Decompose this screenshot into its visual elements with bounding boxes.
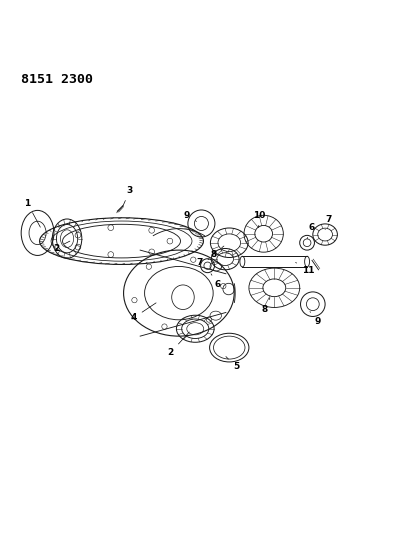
Text: 3: 3: [122, 186, 133, 207]
Text: 8: 8: [210, 246, 224, 259]
Text: 11: 11: [296, 262, 314, 275]
Text: 6: 6: [211, 274, 221, 289]
Text: 2: 2: [168, 332, 189, 357]
Text: 4: 4: [131, 303, 156, 322]
Text: 7: 7: [325, 215, 332, 230]
Text: 5: 5: [226, 357, 239, 372]
Text: 9: 9: [310, 312, 321, 326]
Text: 9: 9: [184, 211, 196, 221]
Text: 8151 2300: 8151 2300: [21, 72, 93, 86]
Text: 10: 10: [253, 211, 265, 228]
Text: 7: 7: [196, 258, 209, 267]
Text: 1: 1: [24, 198, 40, 227]
Text: 6: 6: [307, 223, 315, 239]
Text: 2: 2: [53, 241, 70, 253]
Text: 8: 8: [262, 298, 270, 314]
